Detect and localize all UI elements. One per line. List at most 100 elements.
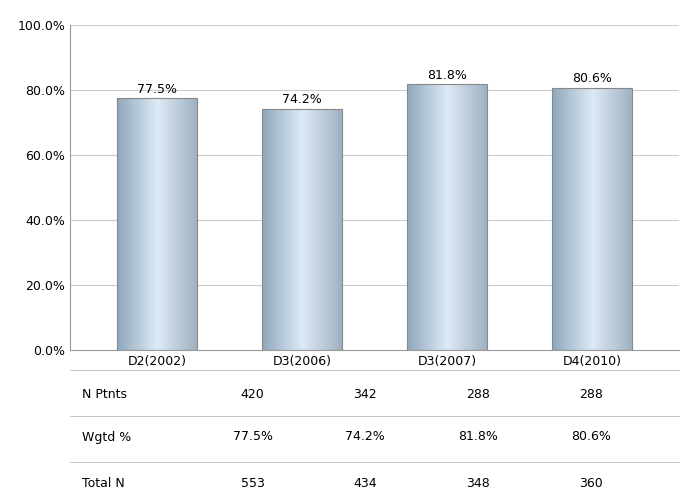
Text: 360: 360 xyxy=(579,476,603,490)
Bar xyxy=(631,88,632,350)
Bar xyxy=(288,109,290,350)
Bar xyxy=(117,98,118,350)
Bar xyxy=(471,84,472,350)
Bar xyxy=(423,84,424,350)
Bar xyxy=(290,109,291,350)
Bar xyxy=(585,88,587,350)
Bar xyxy=(613,88,615,350)
Bar xyxy=(594,88,595,350)
Bar xyxy=(620,88,621,350)
Bar xyxy=(598,88,600,350)
Bar xyxy=(564,88,566,350)
Bar xyxy=(148,98,149,350)
Bar xyxy=(597,88,598,350)
Bar xyxy=(451,84,452,350)
Bar xyxy=(621,88,622,350)
Bar xyxy=(579,88,580,350)
Bar xyxy=(575,88,576,350)
Bar xyxy=(316,109,318,350)
Bar xyxy=(318,109,319,350)
Bar xyxy=(601,88,603,350)
Bar xyxy=(334,109,335,350)
Bar xyxy=(307,109,309,350)
Bar xyxy=(177,98,178,350)
Bar xyxy=(412,84,414,350)
Bar xyxy=(155,98,157,350)
Bar xyxy=(569,88,570,350)
Bar xyxy=(328,109,330,350)
Bar xyxy=(133,98,134,350)
Bar xyxy=(555,88,556,350)
Bar xyxy=(566,88,567,350)
Bar xyxy=(419,84,421,350)
Bar xyxy=(306,109,307,350)
Bar xyxy=(624,88,625,350)
Bar xyxy=(476,84,477,350)
Bar xyxy=(326,109,328,350)
Bar xyxy=(475,84,476,350)
Bar xyxy=(181,98,182,350)
Bar xyxy=(314,109,315,350)
Bar xyxy=(286,109,288,350)
Bar xyxy=(194,98,195,350)
Text: Total N: Total N xyxy=(82,476,125,490)
Bar xyxy=(625,88,626,350)
Bar xyxy=(587,88,588,350)
Bar xyxy=(145,98,146,350)
Bar xyxy=(146,98,148,350)
Bar xyxy=(486,84,487,350)
Bar xyxy=(134,98,136,350)
Bar xyxy=(157,98,158,350)
Text: 80.6%: 80.6% xyxy=(570,430,610,444)
Bar xyxy=(170,98,172,350)
Bar xyxy=(269,109,270,350)
Bar xyxy=(596,88,597,350)
Bar xyxy=(426,84,427,350)
Bar xyxy=(319,109,321,350)
Bar xyxy=(125,98,127,350)
Bar xyxy=(449,84,451,350)
Bar xyxy=(267,109,269,350)
Bar xyxy=(407,84,487,350)
Bar xyxy=(274,109,275,350)
Bar xyxy=(178,98,180,350)
Bar xyxy=(323,109,325,350)
Bar xyxy=(606,88,607,350)
Bar xyxy=(592,88,594,350)
Bar xyxy=(183,98,185,350)
Bar xyxy=(576,88,578,350)
Bar xyxy=(141,98,142,350)
Bar xyxy=(572,88,573,350)
Bar xyxy=(140,98,141,350)
Bar xyxy=(185,98,186,350)
Bar xyxy=(600,88,601,350)
Bar xyxy=(309,109,310,350)
Text: 74.2%: 74.2% xyxy=(282,93,322,106)
Bar xyxy=(142,98,144,350)
Text: 348: 348 xyxy=(466,476,490,490)
Bar xyxy=(263,109,265,350)
Bar xyxy=(435,84,436,350)
Bar xyxy=(440,84,442,350)
Bar xyxy=(192,98,193,350)
Bar xyxy=(298,109,300,350)
Bar xyxy=(291,109,293,350)
Bar xyxy=(276,109,278,350)
Text: 288: 288 xyxy=(579,388,603,402)
Bar xyxy=(603,88,604,350)
Text: 77.5%: 77.5% xyxy=(137,82,177,96)
Bar xyxy=(483,84,484,350)
Bar xyxy=(165,98,167,350)
Bar xyxy=(310,109,312,350)
Bar xyxy=(480,84,482,350)
Text: 81.8%: 81.8% xyxy=(427,68,467,82)
Bar xyxy=(285,109,286,350)
Text: 434: 434 xyxy=(354,476,377,490)
Bar xyxy=(129,98,130,350)
Bar xyxy=(284,109,285,350)
Bar xyxy=(628,88,629,350)
Bar xyxy=(479,84,480,350)
Bar xyxy=(272,109,273,350)
Text: Wgtd %: Wgtd % xyxy=(82,430,132,444)
Bar xyxy=(554,88,555,350)
